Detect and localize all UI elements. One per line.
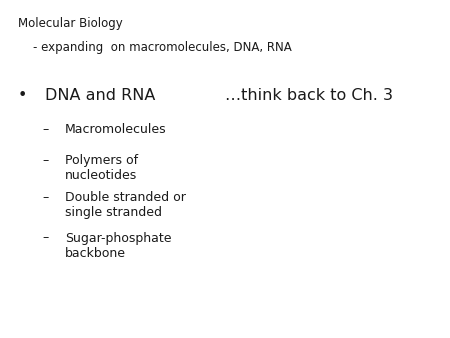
Text: –: – bbox=[43, 154, 49, 167]
Text: Double stranded or
single stranded: Double stranded or single stranded bbox=[65, 191, 186, 219]
Text: Polymers of
nucleotides: Polymers of nucleotides bbox=[65, 154, 139, 182]
Text: DNA and RNA: DNA and RNA bbox=[45, 88, 155, 103]
Text: Molecular Biology: Molecular Biology bbox=[18, 17, 123, 30]
Text: - expanding  on macromolecules, DNA, RNA: - expanding on macromolecules, DNA, RNA bbox=[18, 41, 292, 53]
Text: –: – bbox=[43, 191, 49, 204]
Text: Sugar-phosphate
backbone: Sugar-phosphate backbone bbox=[65, 232, 172, 260]
Text: Macromolecules: Macromolecules bbox=[65, 123, 167, 136]
Text: –: – bbox=[43, 232, 49, 244]
Text: …think back to Ch. 3: …think back to Ch. 3 bbox=[225, 88, 393, 103]
Text: –: – bbox=[43, 123, 49, 136]
Text: •: • bbox=[18, 88, 27, 103]
